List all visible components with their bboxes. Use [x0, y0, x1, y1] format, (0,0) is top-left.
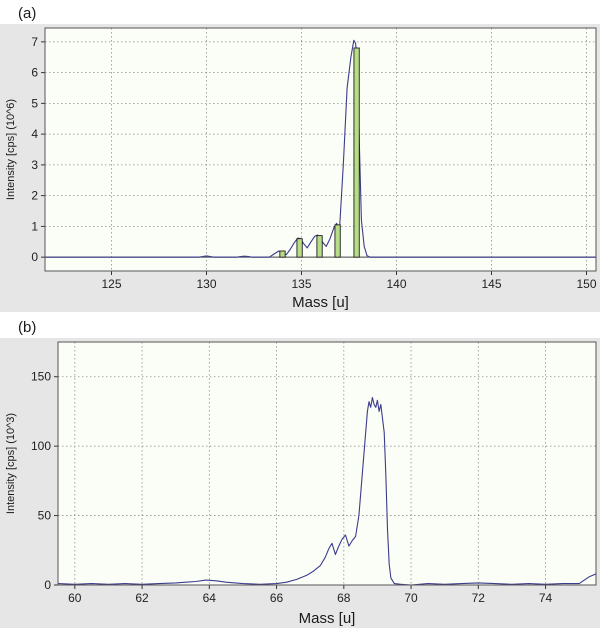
panel-label-b: (b): [18, 319, 37, 336]
y-tick-label: 100: [31, 439, 51, 453]
plot-content: [58, 396, 596, 585]
x-axis-label: Mass [u]: [299, 610, 356, 627]
chart-b: 60 62 64 66 68 70 72 74 0 50 100 150 Mass [u] Intensi…: [0, 338, 600, 628]
y-tick-label: 0: [31, 250, 38, 264]
y-tick-label: 2: [31, 189, 38, 203]
stick-bar: [353, 47, 360, 258]
chart-a: 125 130 135 140 145 150 0 1 2 3 4 5 6 7 Mass [u] Intens…: [0, 24, 600, 312]
y-tick-label: 6: [31, 66, 38, 80]
y-axis-label: Intensity [cps] (10^6): [5, 99, 17, 200]
x-tick-label: 145: [481, 277, 501, 291]
y-tick-label: 0: [44, 578, 51, 592]
x-tick-label: 150: [576, 277, 596, 291]
x-tick-label: 68: [337, 591, 351, 605]
plot-area: [58, 342, 596, 585]
x-tick-label: 140: [386, 277, 406, 291]
profile-line: [58, 396, 596, 585]
plot-content: [45, 39, 596, 258]
y-tick-label: 4: [31, 127, 38, 141]
y-axis-label: Intensity [cps] (10^3): [5, 413, 17, 514]
stick-bar: [279, 250, 286, 258]
stick-bar: [334, 224, 341, 258]
y-tick-label: 5: [31, 96, 38, 110]
y-tick-label: 50: [38, 509, 52, 523]
stick-bar: [316, 235, 323, 258]
plot-frame: [57, 341, 597, 586]
y-tick-label: 3: [31, 158, 38, 172]
profile-line: [45, 39, 596, 258]
x-tick-label: 130: [196, 277, 216, 291]
y-tick-label: 7: [31, 35, 38, 49]
x-tick-label: 60: [68, 591, 82, 605]
plot-area: [45, 28, 596, 271]
x-axis-label: Mass [u]: [292, 294, 349, 311]
y-tick-label: 150: [31, 370, 51, 384]
x-tick-label: 72: [472, 591, 486, 605]
x-tick-label: 62: [135, 591, 149, 605]
x-tick-label: 70: [404, 591, 418, 605]
panel-label-a: (a): [18, 5, 37, 22]
plot-frame: [44, 27, 597, 272]
stick-bar: [296, 238, 303, 258]
x-tick-label: 66: [270, 591, 284, 605]
y-tick-label: 1: [31, 219, 38, 233]
x-tick-label: 74: [539, 591, 553, 605]
x-tick-label: 125: [101, 277, 121, 291]
x-tick-label: 135: [291, 277, 311, 291]
x-tick-label: 64: [203, 591, 217, 605]
